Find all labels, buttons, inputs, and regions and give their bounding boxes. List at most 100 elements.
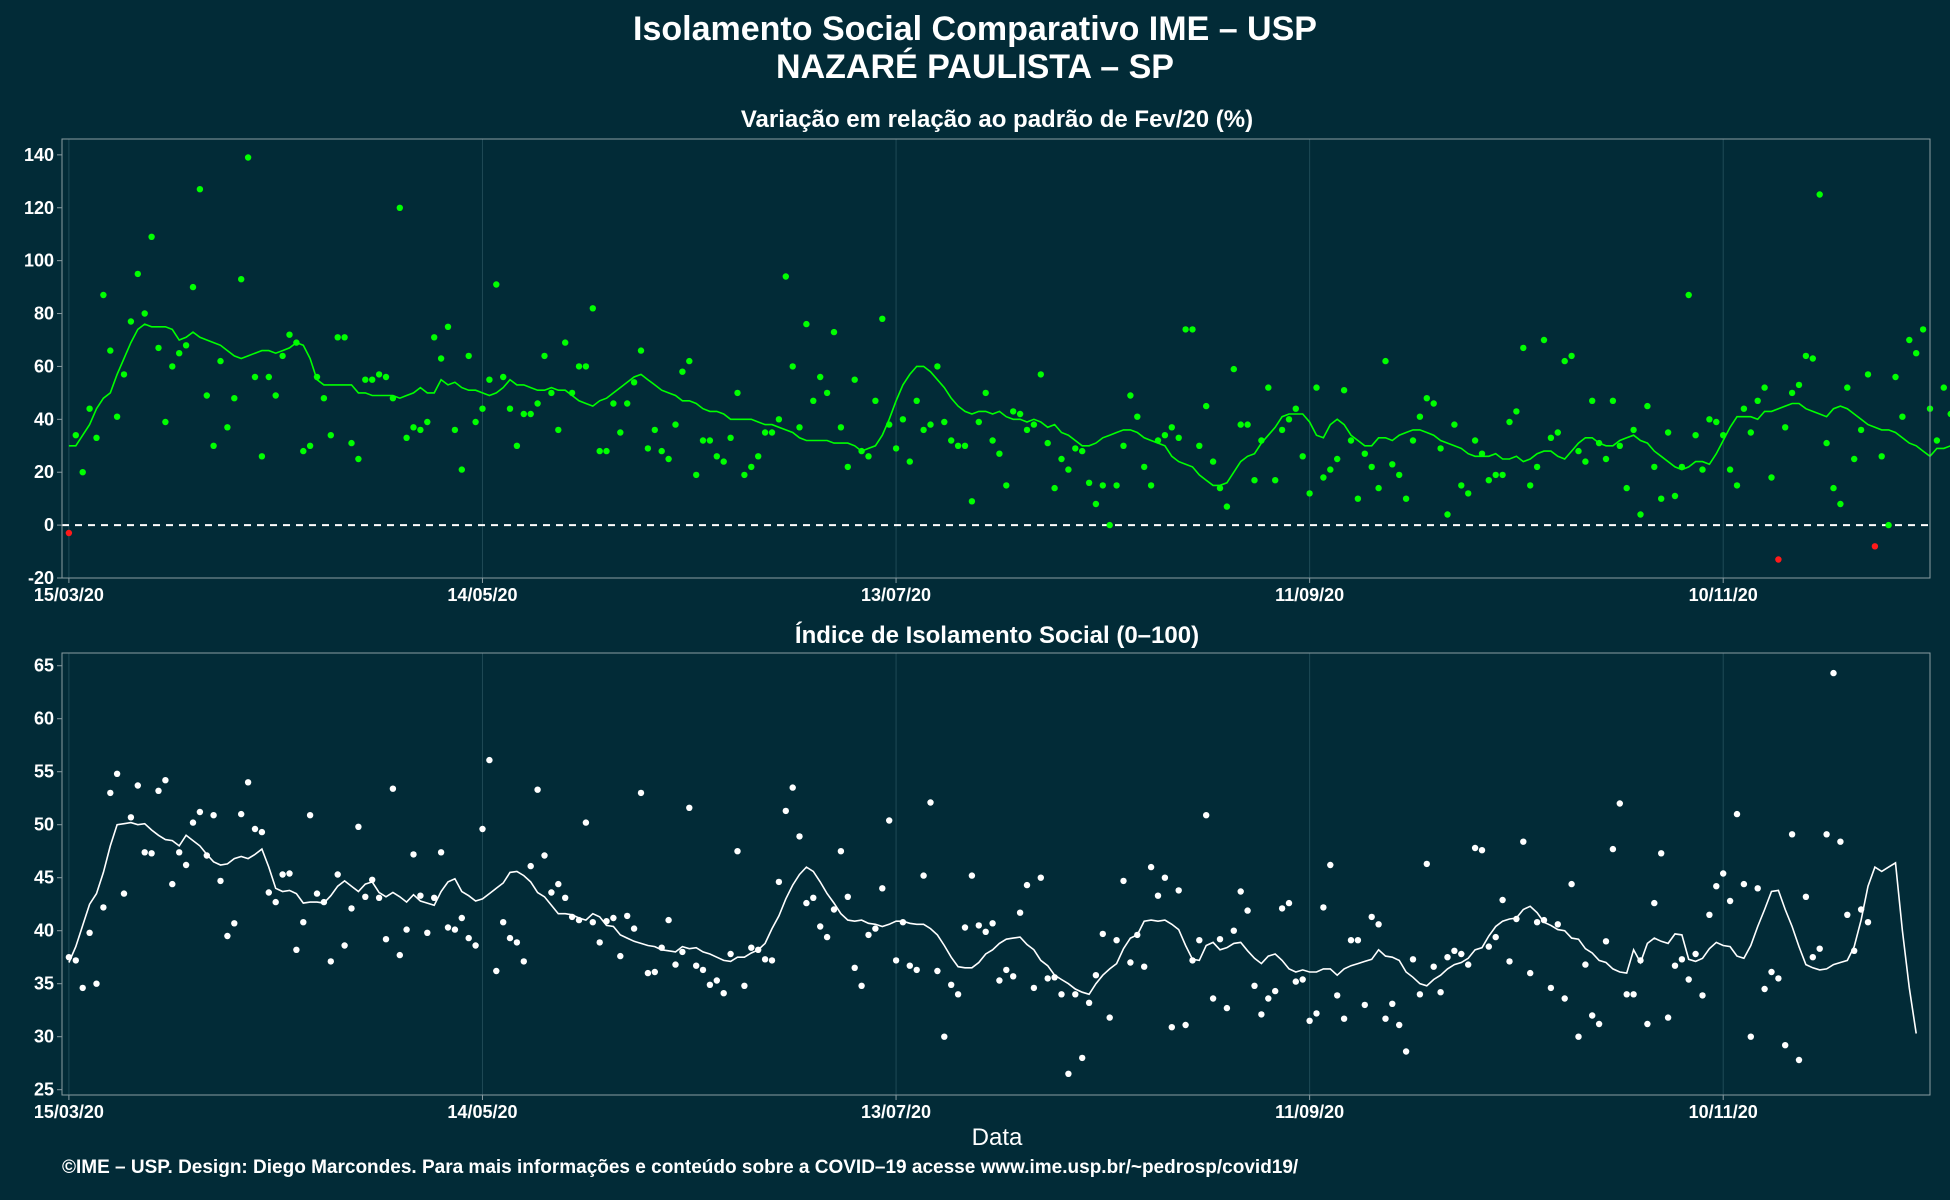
index-point-84 (644, 969, 652, 977)
index-point-156 (1141, 963, 1148, 970)
index-point-246 (1761, 985, 1768, 993)
variation-point-259 (1851, 455, 1858, 463)
variation-point-66 (520, 410, 527, 418)
variation-ytick-label-7: 120 (24, 198, 54, 218)
variation-point-16 (176, 350, 183, 357)
variation-point-153 (1120, 442, 1127, 449)
index-point-75 (582, 819, 590, 826)
variation-point-217 (1561, 357, 1568, 365)
variation-point-173 (1258, 437, 1265, 444)
index-point-182 (1320, 904, 1327, 911)
variation-point-248 (1775, 556, 1782, 563)
index-point-42 (355, 823, 362, 830)
variation-point-87 (665, 455, 672, 463)
index-point-10 (134, 782, 141, 789)
index-point-135 (996, 977, 1003, 984)
index-point-206 (1485, 943, 1493, 950)
index-point-249 (1782, 1042, 1789, 1049)
variation-point-95 (720, 458, 727, 465)
variation-point-22 (217, 357, 224, 365)
index-point-18 (189, 819, 197, 826)
index-point-72 (562, 894, 569, 901)
index-point-180 (1306, 1017, 1313, 1024)
index-point-152 (1113, 937, 1120, 944)
variation-xtick-label-2: 13/07/20 (861, 585, 931, 605)
index-point-123 (913, 966, 920, 974)
variation-point-75 (582, 363, 590, 370)
index-point-74 (575, 916, 583, 924)
index-point-202 (1458, 950, 1465, 958)
index-point-100 (755, 946, 762, 953)
index-point-213 (1533, 919, 1541, 926)
index-point-245 (1754, 885, 1761, 892)
index-point-44 (369, 876, 376, 883)
index-point-95 (720, 990, 727, 997)
index-point-91 (693, 962, 700, 969)
index-point-175 (1272, 987, 1279, 995)
index-point-146 (1072, 991, 1079, 998)
variation-xtick-label-3: 11/09/20 (1275, 585, 1344, 605)
index-point-204 (1471, 844, 1479, 852)
variation-point-20 (203, 392, 210, 399)
index-point-161 (1175, 887, 1182, 894)
index-point-3 (86, 929, 93, 936)
index-point-19 (196, 808, 204, 816)
variation-point-253 (1809, 355, 1817, 362)
index-point-11 (141, 849, 148, 856)
index-point-188 (1361, 1001, 1369, 1009)
index-point-211 (1520, 838, 1527, 845)
index-point-102 (768, 957, 776, 964)
index-point-145 (1065, 1070, 1072, 1078)
index-point-81 (624, 912, 631, 920)
variation-point-238 (1706, 416, 1713, 423)
index-point-126 (934, 967, 941, 975)
index-point-38 (327, 958, 334, 965)
index-point-165 (1203, 812, 1210, 819)
index-point-150 (1099, 930, 1107, 938)
variation-point-18 (189, 283, 197, 291)
index-point-190 (1375, 921, 1382, 928)
variation-point-117 (872, 397, 879, 404)
variation-point-175 (1272, 477, 1279, 484)
variation-point-92 (699, 437, 707, 444)
index-point-35 (306, 812, 314, 819)
variation-point-64 (506, 405, 514, 412)
variation-point-254 (1816, 191, 1823, 198)
index-point-29 (265, 889, 272, 896)
index-point-78 (603, 918, 610, 925)
index-point-30 (272, 898, 279, 906)
index-point-13 (155, 787, 162, 794)
variation-point-162 (1182, 326, 1189, 333)
variation-point-251 (1795, 381, 1803, 389)
index-point-17 (182, 861, 190, 869)
variation-xtick-label-1: 14/05/20 (447, 585, 517, 605)
index-point-232 (1664, 1014, 1672, 1021)
index-point-132 (975, 922, 982, 929)
index-point-37 (320, 898, 328, 906)
variation-point-255 (1823, 439, 1830, 447)
variation-point-234 (1678, 463, 1686, 471)
index-xtick-label-1: 14/05/20 (447, 1102, 517, 1122)
index-point-130 (961, 924, 969, 931)
variation-xtick-label-4: 10/11/20 (1689, 585, 1758, 605)
index-point-104 (782, 807, 789, 815)
variation-point-225 (1616, 442, 1624, 449)
index-point-259 (1851, 947, 1858, 954)
index-point-154 (1127, 959, 1134, 966)
index-point-55 (444, 924, 452, 931)
index-point-8 (120, 890, 128, 897)
variation-point-98 (741, 471, 748, 479)
index-point-24 (231, 920, 238, 927)
variation-point-17 (182, 342, 190, 349)
index-point-258 (1844, 911, 1851, 918)
variation-point-220 (1582, 458, 1589, 465)
variation-point-128 (948, 437, 955, 444)
index-point-51 (417, 892, 424, 899)
variation-point-145 (1065, 466, 1072, 473)
variation-point-76 (589, 305, 596, 312)
variation-point-152 (1113, 482, 1120, 489)
index-point-120 (892, 957, 900, 964)
variation-point-167 (1216, 484, 1224, 492)
index-point-69 (541, 852, 548, 859)
variation-point-222 (1595, 439, 1603, 447)
